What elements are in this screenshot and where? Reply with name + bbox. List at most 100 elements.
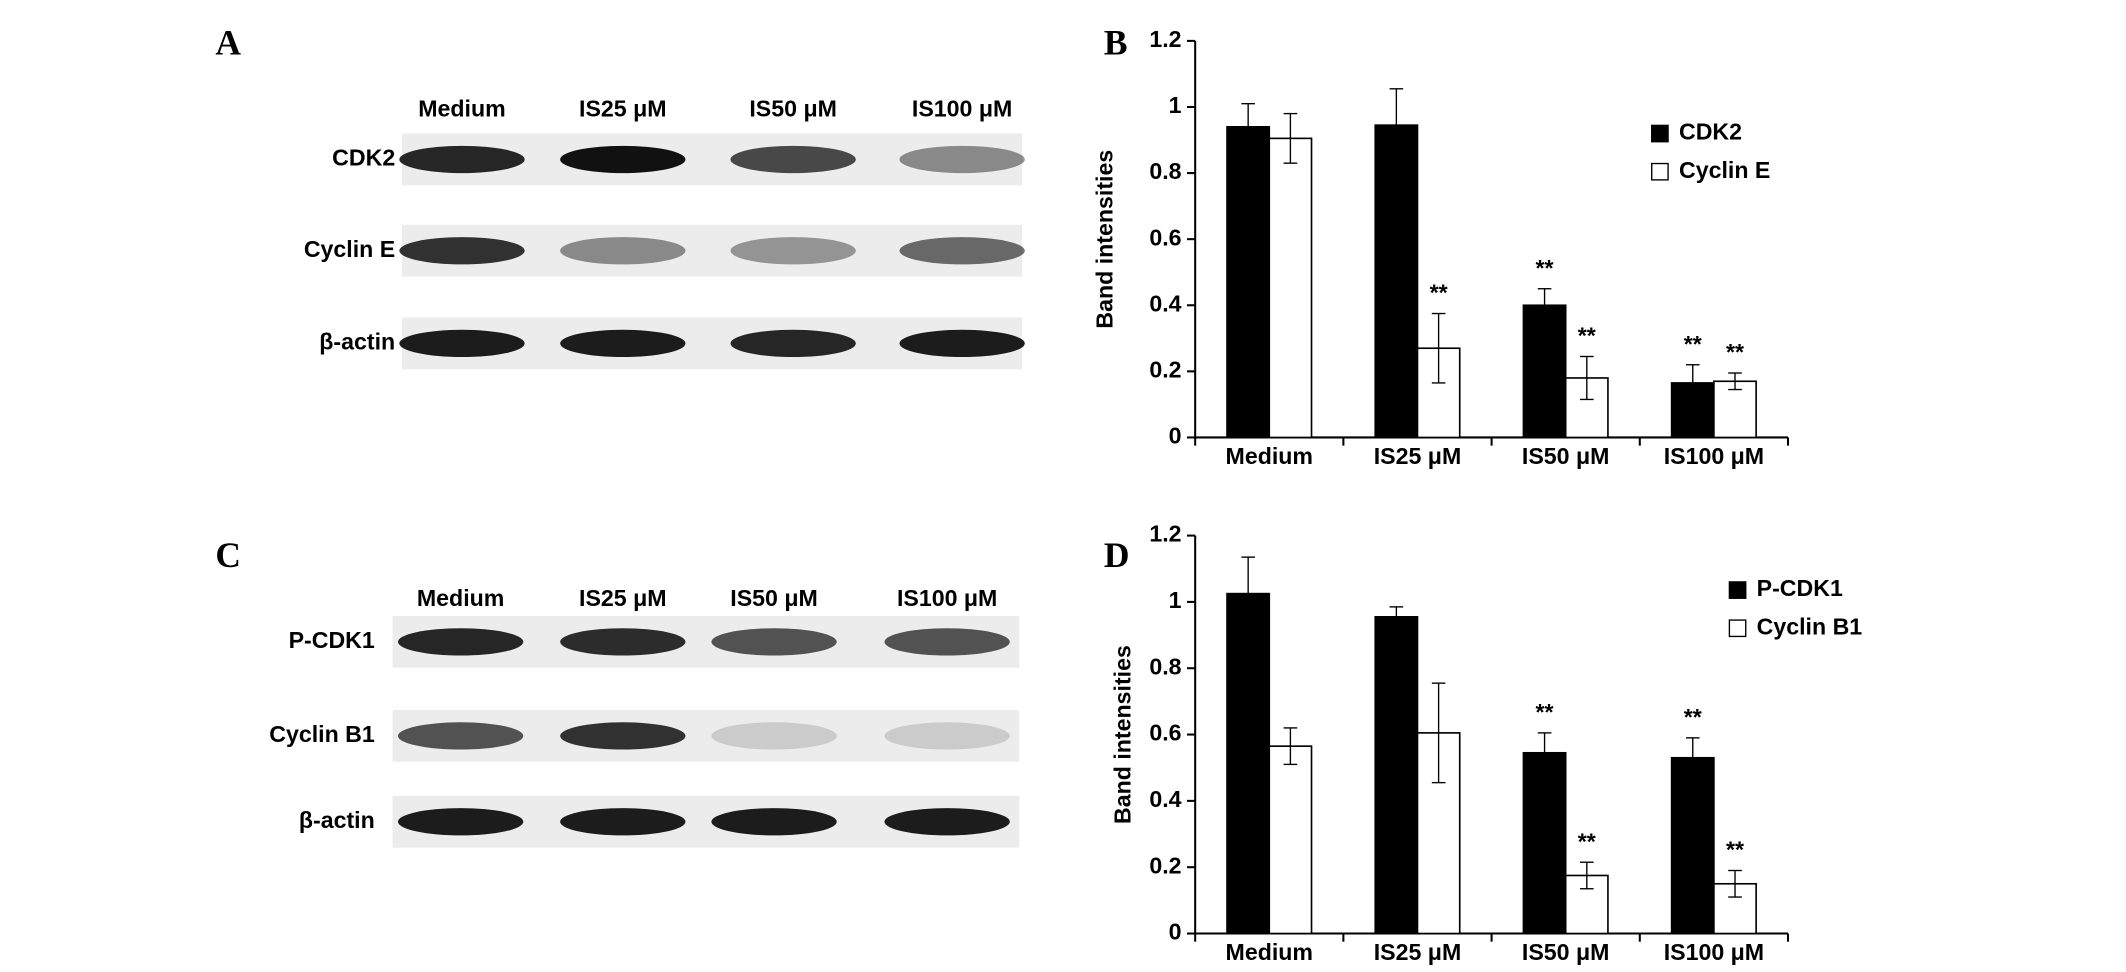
- row-label: β-actin: [299, 807, 375, 833]
- lane-label: Medium: [418, 96, 505, 122]
- blot-band: [560, 237, 686, 265]
- row-label: Cyclin E: [304, 236, 395, 262]
- blot-band: [730, 237, 856, 265]
- significance-label: **: [1684, 704, 1702, 730]
- blot-band: [899, 329, 1025, 358]
- y-tick-label: 0.8: [1149, 653, 1181, 679]
- lane-label: IS50 μM: [749, 96, 837, 122]
- error-bar: [1537, 288, 1552, 323]
- significance-label: **: [1726, 837, 1744, 863]
- bar: [1268, 745, 1313, 935]
- lane-label: IS50 μM: [730, 585, 818, 611]
- x-tick-label: Medium: [1226, 939, 1313, 965]
- x-tick-label: IS25 μM: [1374, 443, 1462, 469]
- blot-band: [399, 145, 525, 174]
- legend-swatch: [1728, 581, 1747, 599]
- error-bar: [1728, 372, 1742, 391]
- x-tick-label: IS50 μM: [1522, 939, 1610, 965]
- lane-label: IS100 μM: [912, 96, 1012, 122]
- blot-band: [560, 722, 686, 750]
- blot-band: [397, 628, 524, 656]
- blot-band: [711, 722, 837, 750]
- error-bar: [1685, 737, 1700, 779]
- significance-label: **: [1536, 255, 1554, 281]
- bar: [1226, 125, 1271, 439]
- blot-band: [711, 628, 837, 656]
- panel-letter: C: [215, 535, 241, 575]
- legend-swatch: [1651, 124, 1669, 143]
- blot-band: [399, 237, 525, 265]
- bar: [1670, 756, 1715, 935]
- bar: [1713, 380, 1757, 439]
- error-bar: [1579, 861, 1594, 890]
- panel-letter: A: [215, 22, 241, 62]
- error-bar: [1537, 732, 1552, 774]
- x-tick-label: IS100 μM: [1664, 939, 1764, 965]
- y-tick-label: 1: [1169, 92, 1182, 118]
- error-bar: [1431, 312, 1446, 384]
- significance-label: **: [1684, 331, 1702, 357]
- y-tick-label: 1: [1169, 587, 1182, 613]
- row-label: P-CDK1: [289, 627, 375, 653]
- error-bar: [1685, 364, 1700, 402]
- blot-band: [560, 628, 686, 656]
- legend-label: Cyclin B1: [1757, 613, 1863, 639]
- error-bar: [1579, 355, 1594, 401]
- blot-band: [711, 808, 837, 836]
- panel-letter: D: [1104, 535, 1130, 575]
- y-tick-label: 0.8: [1149, 158, 1181, 184]
- blot-band: [899, 145, 1025, 174]
- lane-label: IS25 μM: [579, 96, 667, 122]
- y-tick-label: 0.4: [1149, 290, 1181, 316]
- blot-band: [730, 145, 856, 174]
- y-tick-label: 1.2: [1149, 521, 1181, 547]
- error-bar: [1389, 88, 1404, 163]
- x-tick-label: Medium: [1226, 443, 1313, 469]
- y-axis-label: Band intensities: [1092, 150, 1118, 329]
- row-label: β-actin: [319, 329, 395, 355]
- error-bar: [1283, 112, 1298, 164]
- error-bar: [1431, 682, 1446, 784]
- blot-band: [730, 329, 856, 358]
- x-tick-label: IS50 μM: [1522, 443, 1610, 469]
- blot-band: [397, 722, 524, 750]
- bar: [1522, 751, 1567, 935]
- significance-label: **: [1430, 280, 1448, 306]
- y-tick-label: 0.4: [1149, 786, 1181, 812]
- figure-content: A Medium IS25 μM IS50 μM IS100 μM CDK2 Cyclin …: [215, 22, 1862, 965]
- blot-band: [399, 329, 525, 358]
- y-tick-label: 0.2: [1149, 852, 1181, 878]
- blot-band: [884, 808, 1010, 836]
- significance-label: **: [1536, 699, 1554, 725]
- lane-label: IS25 μM: [579, 585, 667, 611]
- blot-band: [560, 808, 686, 836]
- y-axis-label: Band intensities: [1109, 645, 1135, 824]
- error-bar: [1241, 102, 1255, 151]
- blot-band: [560, 145, 686, 174]
- bar: [1268, 137, 1313, 439]
- blot-band: [884, 628, 1010, 656]
- error-bar: [1241, 556, 1255, 631]
- x-tick-label: IS25 μM: [1374, 939, 1462, 965]
- error-bar: [1728, 869, 1742, 898]
- y-tick-label: 0: [1169, 919, 1182, 945]
- error-bar: [1283, 727, 1298, 766]
- bar: [1522, 304, 1567, 439]
- row-label: Cyclin B1: [269, 721, 375, 747]
- y-tick-label: 0.6: [1149, 720, 1181, 746]
- error-bar: [1389, 606, 1404, 628]
- blot-band: [899, 237, 1025, 265]
- lane-label: Medium: [417, 585, 504, 611]
- y-tick-label: 0.6: [1149, 224, 1181, 250]
- lane-label: IS100 μM: [897, 585, 997, 611]
- significance-label: **: [1578, 828, 1596, 854]
- bar: [1564, 874, 1609, 935]
- legend-swatch: [1728, 619, 1747, 638]
- significance-label: **: [1726, 339, 1744, 365]
- panel-letter: B: [1104, 22, 1128, 62]
- y-tick-label: 1.2: [1149, 26, 1181, 52]
- significance-label: **: [1578, 323, 1596, 349]
- legend-label: Cyclin E: [1679, 157, 1770, 183]
- bar: [1374, 616, 1419, 935]
